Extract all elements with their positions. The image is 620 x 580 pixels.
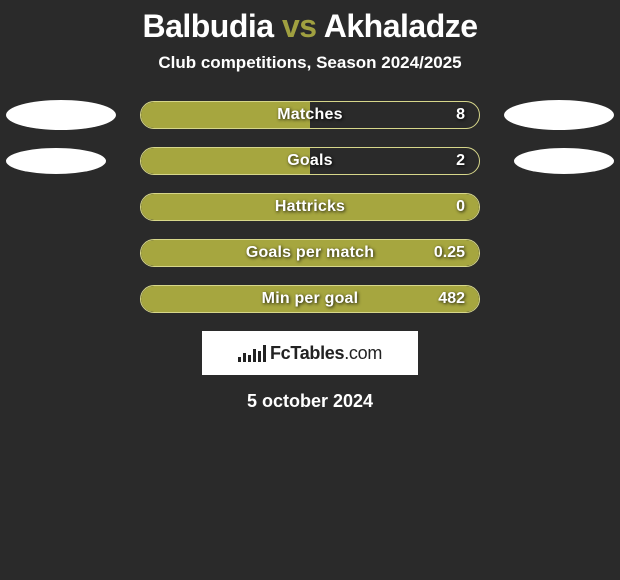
footer-date: 5 october 2024 [247,391,373,412]
stat-row: Hattricks0 [0,193,620,221]
stat-row: Min per goal482 [0,285,620,313]
player1-name: Balbudia [142,8,273,44]
subtitle: Club competitions, Season 2024/2025 [158,53,461,73]
stat-row: Goals per match0.25 [0,239,620,267]
stat-label: Hattricks [141,194,479,220]
stat-value: 0 [456,194,465,220]
stat-label: Goals per match [141,240,479,266]
stat-value: 8 [456,102,465,128]
player2-marker [504,100,614,130]
player2-name: Akhaladze [324,8,478,44]
stat-bar: Goals2 [140,147,480,175]
stat-value: 2 [456,148,465,174]
stat-label: Min per goal [141,286,479,312]
vs-text: vs [282,8,317,44]
branding-main: FcTables [270,343,344,363]
stat-value: 0.25 [434,240,465,266]
stat-row: Goals2 [0,147,620,175]
stat-row: Matches8 [0,101,620,129]
stat-bar: Hattricks0 [140,193,480,221]
branding-suffix: .com [344,343,382,363]
page-title: Balbudia vs Akhaladze [142,8,477,45]
stat-label: Goals [141,148,479,174]
branding-text: FcTables.com [270,343,382,364]
stat-bar: Matches8 [140,101,480,129]
stat-label: Matches [141,102,479,128]
player1-marker [6,100,116,130]
player2-marker [514,148,614,174]
branding-logo: FcTables.com [202,331,418,375]
stat-bar: Min per goal482 [140,285,480,313]
stats-rows: Matches8Goals2Hattricks0Goals per match0… [0,101,620,313]
stats-card: Balbudia vs Akhaladze Club competitions,… [0,0,620,580]
player1-marker [6,148,106,174]
stat-value: 482 [438,286,465,312]
stat-bar: Goals per match0.25 [140,239,480,267]
chart-icon [238,344,266,362]
